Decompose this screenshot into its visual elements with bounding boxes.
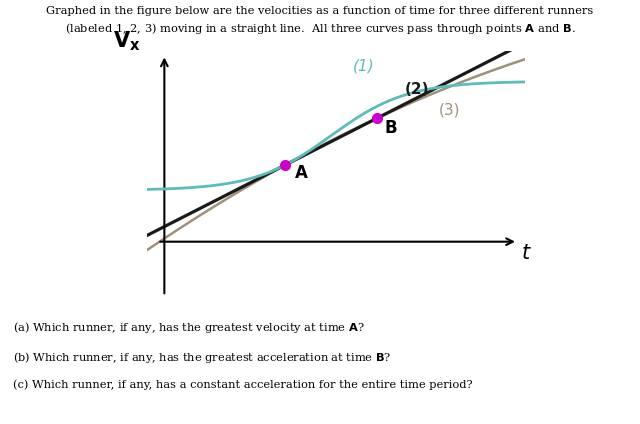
Text: (1): (1): [353, 59, 374, 74]
Text: (labeled 1, 2, 3) moving in a straight line.  All three curves pass through poin: (labeled 1, 2, 3) moving in a straight l…: [65, 21, 575, 36]
Text: (a) Which runner, if any, has the greatest velocity at time $\bf{A}$?: (a) Which runner, if any, has the greate…: [13, 320, 364, 335]
Text: (c) Which runner, if any, has a constant acceleration for the entire time period: (c) Which runner, if any, has a constant…: [13, 379, 472, 390]
Text: $\mathbf{V}$$_\mathbf{x}$: $\mathbf{V}$$_\mathbf{x}$: [113, 29, 140, 53]
Text: A: A: [295, 164, 308, 182]
Text: $t$: $t$: [522, 243, 532, 262]
Text: (3): (3): [439, 103, 461, 117]
Text: Graphed in the figure below are the velocities as a function of time for three d: Graphed in the figure below are the velo…: [46, 6, 594, 17]
Text: (b) Which runner, if any, has the greatest acceleration at time $\bf{B}$?: (b) Which runner, if any, has the greate…: [13, 350, 391, 365]
Text: B: B: [384, 119, 397, 137]
Text: (2): (2): [404, 83, 429, 98]
